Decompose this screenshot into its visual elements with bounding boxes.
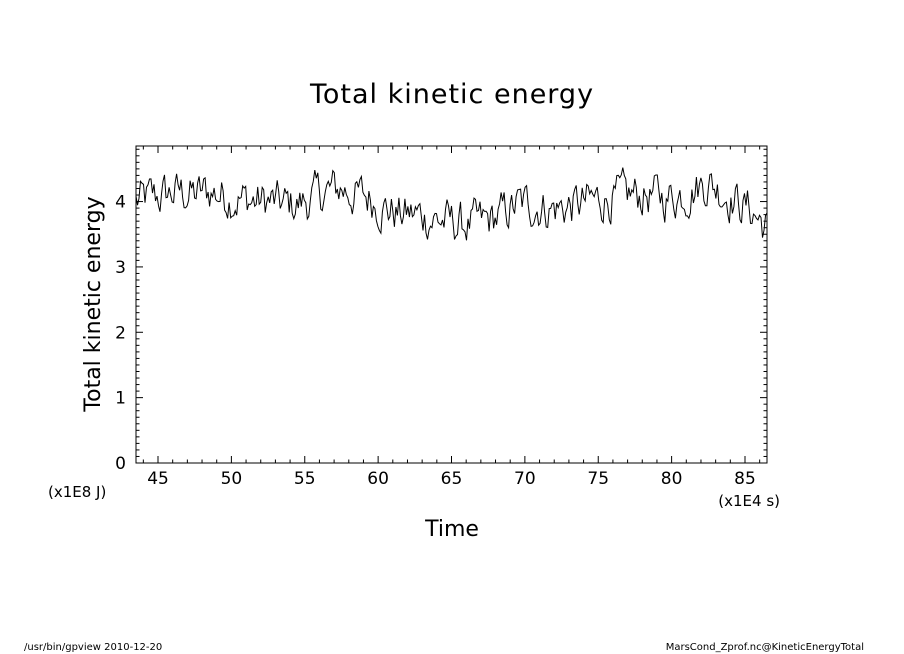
- y-tick-label: 0: [115, 454, 126, 474]
- x-tick-label: 60: [367, 469, 389, 489]
- series-line: [135, 167, 768, 241]
- y-tick-label: 2: [115, 323, 126, 343]
- y-tick-labels: 0 1 2 3 4: [115, 193, 126, 474]
- axis-ticks: [136, 146, 767, 464]
- x-tick-label: 55: [294, 469, 316, 489]
- x-unit-label: (x1E4 s): [718, 492, 780, 510]
- y-tick-label: 3: [115, 258, 126, 278]
- chart-title: Total kinetic energy: [309, 79, 594, 110]
- x-tick-label: 85: [734, 469, 756, 489]
- y-unit-label: (x1E8 J): [48, 483, 106, 501]
- y-tick-label: 1: [115, 389, 126, 409]
- x-tick-labels: 45 50 55 60 65 70 75 80 85: [147, 469, 756, 489]
- x-tick-label: 75: [587, 469, 609, 489]
- x-tick-label: 50: [221, 469, 243, 489]
- footer-source-variable: MarsCond_Zprof.nc@KineticEnergyTotal: [665, 642, 864, 653]
- x-tick-label: 45: [147, 469, 169, 489]
- y-axis-label: Total kinetic energy: [81, 196, 106, 412]
- x-tick-label: 70: [514, 469, 536, 489]
- footer-program-date: /usr/bin/gpview 2010-12-20: [24, 642, 163, 653]
- x-axis-label: Time: [424, 517, 479, 542]
- plot-frame: [135, 145, 768, 464]
- y-tick-label: 4: [115, 193, 126, 213]
- x-tick-label: 65: [441, 469, 463, 489]
- x-tick-label: 80: [661, 469, 683, 489]
